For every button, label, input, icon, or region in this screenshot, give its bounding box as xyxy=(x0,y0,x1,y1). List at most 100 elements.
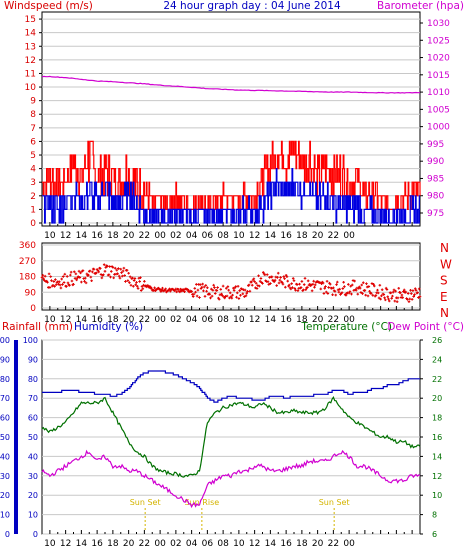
humidity-tick-label: 40 xyxy=(28,452,38,461)
wind-direction-point xyxy=(418,295,422,298)
wind-direction-point xyxy=(386,295,390,299)
wind-direction-point xyxy=(80,280,83,284)
wind-direction-point xyxy=(279,276,282,279)
wind-direction-point xyxy=(325,279,329,283)
wind-direction-point xyxy=(353,279,356,283)
wind-direction-point xyxy=(295,283,299,286)
wind-direction-point xyxy=(54,283,58,287)
panel3-x-tick-label: 02 xyxy=(170,539,181,549)
windspeed-tick-label: 12 xyxy=(25,56,36,66)
wind-direction-point xyxy=(393,299,397,303)
wind-direction-point xyxy=(311,282,315,286)
wind-direction-point xyxy=(87,273,90,277)
wind-direction-point xyxy=(139,276,142,279)
wind-direction-point xyxy=(303,277,307,280)
wind-direction-point xyxy=(85,272,89,276)
wind-direction-point xyxy=(205,289,208,293)
wind-direction-point xyxy=(390,297,393,300)
windspeed-tick-label: 4 xyxy=(30,165,36,175)
wind-direction-point xyxy=(138,280,141,283)
temperature-tick-label: 24 xyxy=(432,355,442,364)
wind-direction-point xyxy=(126,279,130,282)
wind-direction-point xyxy=(72,283,75,286)
wind-direction-point xyxy=(195,294,199,298)
wind-direction-point xyxy=(68,284,71,287)
wind-direction-point xyxy=(228,291,232,295)
wind-direction-point xyxy=(254,286,257,290)
wind-direction-point xyxy=(192,292,196,296)
panel3-x-tick-label: 18 xyxy=(296,539,308,549)
wind-direction-point xyxy=(117,274,121,278)
wind-direction-point xyxy=(372,282,375,286)
wind-direction-point xyxy=(103,269,107,273)
barometer-tick-label: 1025 xyxy=(427,36,450,46)
panel3-x-tick-label: 20 xyxy=(312,539,324,549)
wind-direction-point xyxy=(225,294,229,298)
wind-direction-point xyxy=(81,269,85,272)
wind-direction-point xyxy=(153,286,156,290)
windspeed-tick-label: 7 xyxy=(30,124,36,134)
wind-direction-point xyxy=(137,276,141,280)
wind-direction-point xyxy=(310,283,313,287)
panel2-x-tick-label: 14 xyxy=(76,315,88,325)
windspeed-tick-label: 11 xyxy=(25,69,36,79)
wind-direction-point xyxy=(281,282,285,286)
rainfall-tick-label: 30 xyxy=(0,472,10,481)
wind-direction-point xyxy=(379,297,382,301)
wind-direction-point xyxy=(97,270,100,274)
wind-direction-point xyxy=(91,270,94,274)
wind-direction-point xyxy=(289,287,293,291)
wind-direction-point xyxy=(211,288,215,292)
panel1-x-tick-label: 08 xyxy=(217,231,229,241)
wind-direction-point xyxy=(122,266,126,270)
wind-direction-point xyxy=(248,289,252,293)
wind-direction-point xyxy=(208,292,212,296)
wind-direction-point xyxy=(406,292,410,295)
barometer-tick-label: 1030 xyxy=(427,19,450,29)
wind-direction-point xyxy=(273,278,277,282)
rainfall-tick-label: 20 xyxy=(0,491,10,500)
compass-label: E xyxy=(440,290,448,304)
wind-direction-point xyxy=(402,290,405,293)
panel1-x-tick-label: 22 xyxy=(139,231,150,241)
wind-direction-point xyxy=(387,299,391,303)
wind-direction-point xyxy=(196,288,200,292)
compass-label: W xyxy=(440,257,452,271)
barometer-tick-label: 975 xyxy=(427,209,444,219)
wind-direction-point xyxy=(291,277,295,280)
wind-direction-point xyxy=(133,277,137,280)
wind-direction-point xyxy=(354,288,358,292)
wind-direction-point xyxy=(239,293,242,297)
panel1-x-tick-label: 06 xyxy=(202,231,214,241)
wind-direction-point xyxy=(377,296,381,300)
windspeed-tick-label: 1 xyxy=(30,205,36,215)
barometer-line xyxy=(41,75,421,94)
wind-direction-point xyxy=(408,297,412,301)
direction-tick-label: 360 xyxy=(19,241,36,251)
wind-direction-point xyxy=(255,287,259,290)
wind-direction-point xyxy=(53,285,56,288)
wind-direction-point xyxy=(343,285,346,288)
wind-direction-point xyxy=(163,289,167,292)
wind-direction-point xyxy=(253,280,256,283)
page-title: 24 hour graph day : 04 June 2014 xyxy=(163,0,341,12)
wind-direction-point xyxy=(331,293,334,297)
wind-direction-point xyxy=(313,285,316,289)
wind-direction-point xyxy=(117,267,120,270)
wind-direction-point xyxy=(241,292,245,296)
wind-direction-point xyxy=(90,279,93,283)
wind-direction-point xyxy=(330,287,334,290)
barometer-tick-label: 985 xyxy=(427,174,444,184)
panel1-x-tick-label: 02 xyxy=(170,231,181,241)
panel3-x-tick-label: 06 xyxy=(202,539,214,549)
wind-direction-point xyxy=(186,288,189,291)
wind-direction-point xyxy=(266,280,270,284)
wind-direction-point xyxy=(77,269,81,273)
wind-direction-point xyxy=(284,273,288,277)
panel1-x-tick-label: 12 xyxy=(249,231,260,241)
wind-direction-point xyxy=(347,283,350,286)
wind-direction-point xyxy=(60,277,63,281)
panel2-x-tick-label: 00 xyxy=(154,315,166,325)
windspeed-tick-label: 3 xyxy=(30,178,36,188)
wind-direction-point xyxy=(380,294,383,298)
